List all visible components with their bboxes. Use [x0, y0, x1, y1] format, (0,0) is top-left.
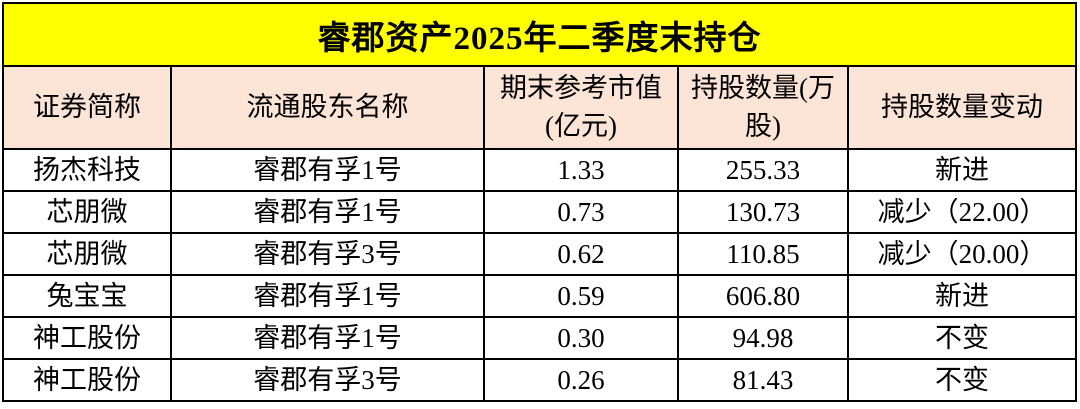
cell-quantity-change: 不变 — [847, 358, 1077, 402]
column-header-share-quantity: 持股数量(万股) — [677, 65, 849, 150]
cell-quantity-change: 减少（20.00） — [847, 232, 1077, 276]
cell-security-name: 神工股份 — [2, 316, 172, 360]
cell-security-name: 芯朋微 — [2, 190, 172, 234]
cell-share-quantity: 94.98 — [677, 316, 849, 360]
cell-shareholder-name: 睿郡有孚1号 — [170, 274, 485, 318]
table-row: 神工股份 睿郡有孚1号 0.30 94.98 不变 — [2, 316, 1077, 360]
holdings-table: 睿郡资产2025年二季度末持仓 证券简称 流通股东名称 期末参考市值(亿元) 持… — [2, 2, 1077, 402]
column-header-quantity-change: 持股数量变动 — [847, 65, 1077, 150]
cell-security-name: 神工股份 — [2, 358, 172, 402]
cell-shareholder-name: 睿郡有孚1号 — [170, 190, 485, 234]
table-row: 神工股份 睿郡有孚3号 0.26 81.43 不变 — [2, 358, 1077, 402]
cell-share-quantity: 130.73 — [677, 190, 849, 234]
cell-shareholder-name: 睿郡有孚3号 — [170, 358, 485, 402]
cell-market-value: 1.33 — [483, 148, 679, 192]
table-row: 芯朋微 睿郡有孚3号 0.62 110.85 减少（20.00） — [2, 232, 1077, 276]
table-title: 睿郡资产2025年二季度末持仓 — [2, 2, 1077, 67]
cell-market-value: 0.30 — [483, 316, 679, 360]
cell-quantity-change: 新进 — [847, 274, 1077, 318]
cell-quantity-change: 不变 — [847, 316, 1077, 360]
column-header-security-name: 证券简称 — [2, 65, 172, 150]
cell-quantity-change: 新进 — [847, 148, 1077, 192]
cell-share-quantity: 255.33 — [677, 148, 849, 192]
cell-security-name: 兔宝宝 — [2, 274, 172, 318]
cell-market-value: 0.26 — [483, 358, 679, 402]
table-row: 兔宝宝 睿郡有孚1号 0.59 606.80 新进 — [2, 274, 1077, 318]
table-row: 芯朋微 睿郡有孚1号 0.73 130.73 减少（22.00） — [2, 190, 1077, 234]
cell-share-quantity: 110.85 — [677, 232, 849, 276]
cell-security-name: 扬杰科技 — [2, 148, 172, 192]
cell-market-value: 0.73 — [483, 190, 679, 234]
cell-quantity-change: 减少（22.00） — [847, 190, 1077, 234]
cell-share-quantity: 81.43 — [677, 358, 849, 402]
cell-market-value: 0.59 — [483, 274, 679, 318]
column-header-market-value: 期末参考市值(亿元) — [483, 65, 679, 150]
cell-security-name: 芯朋微 — [2, 232, 172, 276]
table-header-row: 证券简称 流通股东名称 期末参考市值(亿元) 持股数量(万股) 持股数量变动 — [2, 65, 1077, 150]
cell-shareholder-name: 睿郡有孚1号 — [170, 148, 485, 192]
cell-share-quantity: 606.80 — [677, 274, 849, 318]
cell-shareholder-name: 睿郡有孚1号 — [170, 316, 485, 360]
cell-market-value: 0.62 — [483, 232, 679, 276]
column-header-shareholder-name: 流通股东名称 — [170, 65, 485, 150]
cell-shareholder-name: 睿郡有孚3号 — [170, 232, 485, 276]
table-title-row: 睿郡资产2025年二季度末持仓 — [2, 2, 1077, 67]
table-row: 扬杰科技 睿郡有孚1号 1.33 255.33 新进 — [2, 148, 1077, 192]
